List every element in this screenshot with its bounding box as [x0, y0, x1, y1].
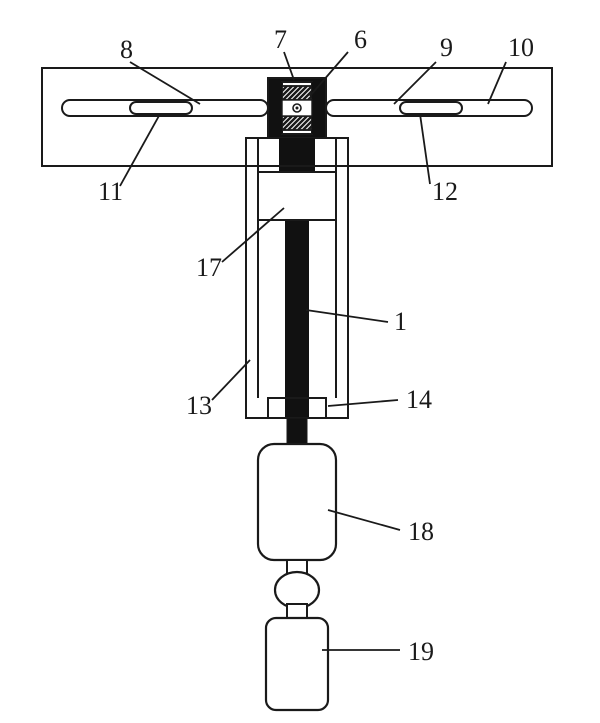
label-18: 18: [408, 517, 434, 546]
cylinder-big: [258, 444, 336, 560]
label-17: 17: [196, 253, 222, 282]
lower-shaft: [287, 418, 307, 444]
neck-lower: [287, 604, 307, 618]
label-12: 12: [432, 177, 458, 206]
shaft-in-collar: [285, 398, 309, 418]
label-1: 1: [394, 307, 407, 336]
label-19: 19: [408, 637, 434, 666]
label-6: 6: [354, 25, 367, 54]
label-10: 10: [508, 33, 534, 62]
label-7: 7: [274, 25, 287, 54]
label-14: 14: [406, 385, 432, 414]
label-13: 13: [186, 391, 212, 420]
white-coupling-block: [258, 172, 336, 220]
cylinder-small: [266, 618, 328, 710]
diagram-root: 6 7 8 9 10 11 12 17 1 13 14 18 19: [0, 0, 600, 723]
label-9: 9: [440, 33, 453, 62]
ball-joint: [275, 572, 319, 608]
hub-center-point: [296, 107, 299, 110]
label-11: 11: [98, 177, 123, 206]
label-8: 8: [120, 35, 133, 64]
